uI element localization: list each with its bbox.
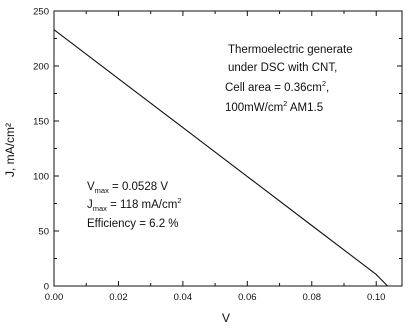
y-tick-label: 250 — [33, 7, 49, 18]
y-tick-label: 0 — [44, 282, 49, 293]
x-tick-label: 0.06 — [238, 292, 257, 303]
x-tick-label: 0.08 — [303, 292, 322, 303]
y-tick-label: 100 — [33, 172, 49, 183]
x-tick-label: 0.02 — [109, 292, 128, 303]
y-tick-label: 150 — [33, 117, 49, 128]
x-tick-label: 0.04 — [174, 292, 193, 303]
annotation-jmax: Jmax = 118 mA/cm2 — [87, 196, 182, 213]
y-tick-label: 50 — [38, 227, 49, 238]
annotation-vmax: Vmax = 0.0528 V — [87, 181, 168, 195]
annotation-description-line2: under DSC with CNT, — [228, 62, 337, 74]
x-tick-label: 0.10 — [367, 292, 386, 303]
annotation-description-line4: 100mW/cm2 AM1.5 — [225, 99, 323, 114]
y-axis-label: J, mA/cm² — [3, 123, 17, 177]
annotation-description-line1: Thermoelectric generate — [228, 44, 353, 56]
jv-series-line — [53, 29, 388, 287]
x-axis-label: V — [222, 311, 230, 325]
series-group — [53, 29, 388, 287]
annotation-description-line3: Cell area = 0.36cm2, — [225, 79, 329, 94]
annotation-efficiency: Efficiency = 6.2 % — [87, 218, 179, 230]
axis-ticks: 0.00 0.02 0.04 0.06 0.08 0.10 0 50 100 150 200 250 — [33, 7, 402, 303]
y-tick-label: 200 — [33, 62, 49, 73]
x-tick-label: 0.00 — [45, 292, 64, 303]
